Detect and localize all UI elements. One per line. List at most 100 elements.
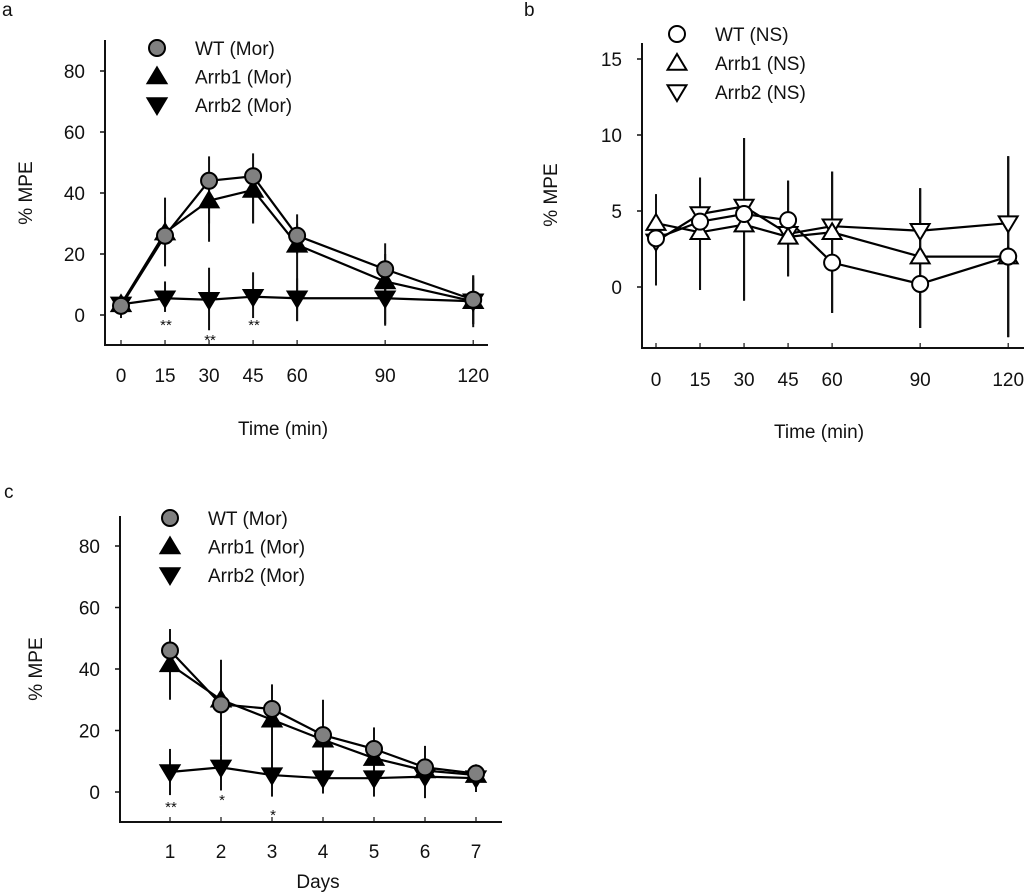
x-tick-label: 60: [822, 370, 843, 391]
x-axis-title: Time (min): [238, 419, 328, 440]
y-tick-label: 15: [601, 50, 622, 71]
y-tick-label: 0: [74, 306, 85, 327]
data-point-series-3: [153, 290, 177, 310]
x-tick-label: 0: [116, 366, 127, 387]
x-tick-label: 45: [243, 366, 264, 387]
legend-marker-1: [668, 25, 686, 43]
data-point-series-3: [197, 292, 221, 311]
x-tick-label: 45: [778, 370, 799, 391]
data-point-series-1: [647, 229, 665, 248]
data-point-series-1: [288, 226, 307, 245]
data-point-series-3: [311, 770, 335, 790]
panel-letter-b: b: [524, 0, 535, 21]
significance-marker: *: [219, 792, 225, 809]
x-tick-label: 60: [287, 366, 308, 387]
data-point-series-3: [908, 223, 932, 242]
x-tick-label: 15: [154, 366, 175, 387]
y-tick-label: 40: [79, 660, 100, 681]
data-point-series-1: [376, 260, 395, 279]
x-tick-label: 1: [165, 842, 176, 863]
data-point-series-3: [362, 770, 386, 790]
legend-marker-3: [158, 567, 182, 586]
data-point-series-3: [209, 759, 233, 779]
data-point-series-1: [314, 726, 332, 745]
significance-marker: **: [204, 332, 216, 349]
y-tick-label: 60: [64, 123, 85, 144]
significance-marker: **: [165, 799, 177, 816]
x-tick-label: 6: [420, 842, 431, 863]
legend-label-3: Arrb2 (NS): [715, 83, 806, 104]
data-point-series-1: [779, 211, 798, 230]
y-tick-label: 60: [79, 599, 100, 620]
legend-marker-3: [665, 84, 689, 103]
x-axis-title: Days: [296, 872, 339, 892]
legend-marker-3: [145, 97, 169, 116]
x-tick-label: 120: [992, 370, 1024, 391]
panel-c-chart: 0 20 40 60 80 1 2 3 4 5 6 7 Days % MPE WT (Mor) Arrb1 (…: [26, 509, 502, 892]
x-tick-label: 5: [369, 842, 380, 863]
data-point-series-3: [373, 290, 397, 310]
x-tick-label: 3: [267, 842, 278, 863]
legend-label-3: Arrb2 (Mor): [208, 566, 305, 587]
y-tick-label: 80: [79, 537, 100, 558]
panel-letter-a: a: [2, 0, 13, 21]
legend-marker-1: [161, 509, 179, 527]
data-point-series-3: [996, 215, 1020, 235]
data-point-series-2: [688, 221, 712, 241]
y-axis-title: % MPE: [541, 163, 562, 226]
data-point-series-2: [732, 213, 756, 233]
data-point-series-1: [691, 212, 710, 231]
x-tick-label: 4: [318, 842, 329, 863]
x-tick-label: 90: [375, 366, 396, 387]
data-point-series-2: [820, 221, 844, 241]
significance-marker: *: [270, 807, 276, 824]
legend-marker-2: [158, 535, 182, 555]
x-tick-label: 15: [689, 370, 710, 391]
data-point-series-1: [735, 205, 754, 224]
data-point-series-1: [200, 171, 219, 190]
panel-b-chart: 0 5 10 15 0 15 30 45 60 90 120 Time (min) % MPE WT (N…: [541, 25, 1024, 443]
y-tick-label: 5: [611, 202, 622, 223]
x-tick-label: 7: [471, 842, 482, 863]
data-point-series-1: [244, 167, 263, 186]
legend-label-1: WT (Mor): [195, 39, 275, 60]
x-tick-label: 90: [910, 370, 931, 391]
legend-marker-2: [145, 65, 169, 85]
data-point-series-1: [464, 290, 483, 309]
legend-label-2: Arrb1 (Mor): [208, 538, 305, 559]
x-axis-title: Time (min): [774, 422, 864, 443]
y-tick-label: 20: [79, 722, 100, 743]
legend-marker-1: [148, 39, 166, 57]
legend-label-1: WT (Mor): [208, 509, 288, 530]
y-axis-title: % MPE: [16, 161, 37, 224]
data-point-series-1: [911, 274, 930, 293]
legend-label-2: Arrb1 (NS): [715, 54, 806, 75]
data-point-series-2: [644, 212, 668, 231]
data-point-series-1: [263, 699, 281, 718]
y-tick-label: 0: [611, 278, 622, 299]
data-point-series-2: [158, 653, 182, 673]
legend-marker-2: [665, 52, 689, 71]
data-point-series-3: [241, 288, 265, 308]
x-tick-label: 30: [198, 366, 219, 387]
data-point-series-1: [112, 296, 130, 315]
y-tick-label: 20: [64, 245, 85, 266]
x-tick-label: 2: [216, 842, 227, 863]
significance-marker: **: [160, 317, 172, 334]
data-point-series-2: [260, 708, 284, 728]
x-tick-label: 30: [733, 370, 754, 391]
data-point-series-3: [158, 764, 182, 783]
data-point-series-1: [467, 764, 485, 783]
panel-a-chart: 0 20 40 60 80 0 15 30 45 60 90 120 Time (min) % MPE WT…: [16, 39, 489, 440]
legend-label-1: WT (NS): [715, 25, 789, 46]
data-point-series-1: [161, 641, 179, 660]
y-tick-label: 40: [64, 184, 85, 205]
y-tick-label: 10: [601, 126, 622, 147]
data-point-series-2: [776, 225, 800, 245]
legend-label-3: Arrb2 (Mor): [195, 96, 292, 117]
y-axis-title: % MPE: [26, 637, 47, 700]
x-tick-label: 0: [651, 370, 662, 391]
data-point-series-2: [373, 270, 397, 290]
x-tick-label: 120: [457, 366, 489, 387]
